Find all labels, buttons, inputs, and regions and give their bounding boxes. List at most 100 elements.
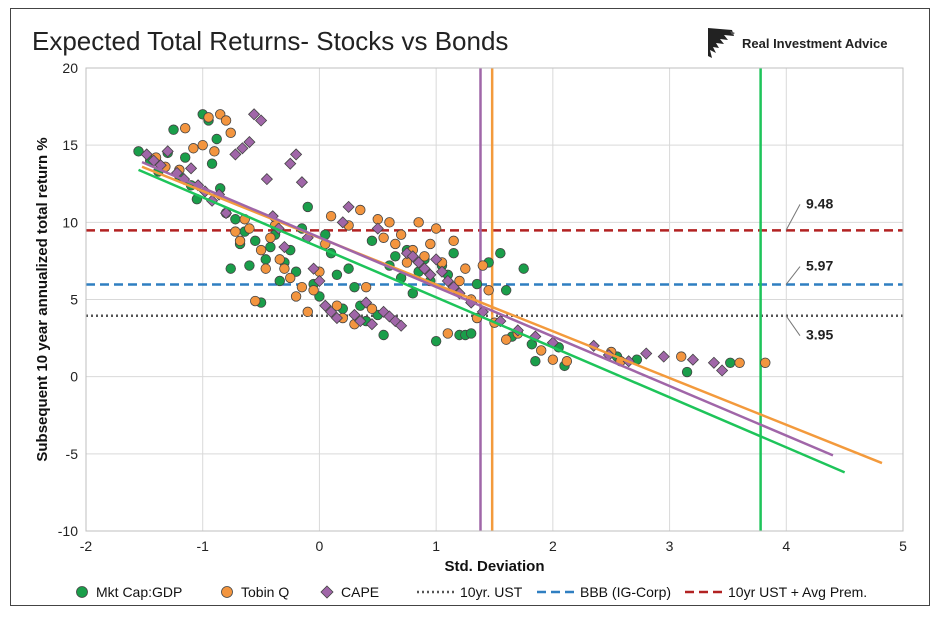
data-point (244, 260, 255, 271)
data-point (348, 308, 361, 321)
data-point (296, 281, 308, 293)
data-point (325, 210, 337, 222)
data-point (406, 250, 419, 263)
legend: Mkt Cap:GDP Tobin Q CAPE 10yr. UST BBB (IG-C… (76, 584, 867, 600)
data-point (448, 235, 459, 247)
data-point (248, 108, 261, 121)
data-point (430, 223, 442, 234)
y-tick-label: 20 (62, 60, 78, 76)
data-point (209, 146, 220, 157)
y-tick-label: 0 (70, 369, 78, 385)
data-point (308, 285, 319, 296)
data-point (244, 223, 255, 234)
data-point (378, 329, 389, 341)
data-point (390, 238, 401, 250)
x-tick-label: 5 (899, 538, 907, 554)
x-tick-label: 1 (432, 538, 440, 554)
data-point (188, 143, 199, 154)
data-point (530, 356, 541, 367)
data-point (197, 139, 208, 151)
data-point (313, 274, 326, 288)
data-point (419, 251, 430, 262)
y-tick-label: 5 (70, 292, 78, 308)
data-point (760, 357, 771, 368)
data-point (255, 114, 268, 127)
legend-label: Mkt Cap:GDP (96, 584, 182, 600)
data-point (278, 240, 291, 254)
data-point (371, 222, 384, 235)
data-point (290, 291, 302, 302)
data-point (285, 272, 296, 284)
data-point (250, 235, 261, 247)
legend-label: Tobin Q (241, 584, 289, 600)
data-point (384, 217, 395, 228)
data-point (265, 232, 276, 243)
gridlines (85, 67, 904, 532)
annotation-label: 9.48 (806, 195, 833, 211)
data-point (260, 173, 273, 186)
annotation-label: 3.95 (806, 327, 833, 343)
data-point (676, 351, 687, 362)
data-point (425, 238, 436, 250)
trendlines (138, 160, 883, 474)
data-point (360, 296, 373, 309)
data-point (255, 244, 267, 256)
data-point (336, 216, 349, 229)
data-point (243, 136, 256, 149)
data-point (236, 142, 249, 155)
data-point (234, 235, 246, 247)
data-point (133, 146, 144, 157)
x-axis-title: Std. Deviation (444, 558, 544, 575)
legend-label: 10yr UST + Avg Prem. (728, 584, 867, 600)
data-point (483, 285, 494, 296)
legend-label: CAPE (341, 584, 379, 600)
data-point (203, 112, 214, 123)
x-tick-label: 4 (782, 538, 790, 554)
data-point (681, 366, 693, 378)
data-point (640, 347, 653, 360)
data-point (225, 263, 236, 274)
x-tick-label: -1 (196, 538, 209, 554)
data-point (140, 148, 153, 161)
data-point (448, 247, 459, 259)
data-point (302, 201, 313, 213)
data-point (395, 319, 408, 332)
brand-name: Real Investment Advice (742, 35, 888, 51)
data-point (354, 315, 367, 328)
data-point (168, 124, 179, 135)
data-point (734, 357, 745, 368)
data-point (206, 158, 218, 169)
plot-area (85, 67, 904, 532)
brand-logo: Real Investment Advice (706, 26, 887, 60)
data-point (295, 176, 308, 189)
data-point (378, 232, 389, 243)
annotation-leader (785, 266, 801, 285)
data-point (260, 254, 271, 265)
trendline (141, 160, 834, 457)
data-point (716, 364, 729, 377)
data-point (219, 207, 233, 220)
data-point (355, 204, 366, 216)
data-point (395, 229, 407, 240)
trendline (138, 168, 846, 474)
data-point (290, 148, 303, 161)
data-point (535, 345, 547, 356)
legend-marker (76, 586, 88, 598)
annotation-label: 5.97 (806, 258, 833, 274)
data-point (366, 303, 378, 314)
data-point (211, 133, 222, 145)
annotation-leader (785, 204, 801, 231)
y-tick-label: 10 (62, 214, 78, 230)
data-point (230, 214, 241, 225)
data-point (412, 256, 425, 269)
x-tick-label: 0 (316, 538, 324, 554)
data-point (265, 241, 276, 253)
data-point (365, 318, 379, 331)
legend-marker (221, 586, 233, 598)
chart-title: Expected Total Returns- Stocks vs Bonds (32, 26, 509, 56)
data-point (424, 268, 437, 281)
trendline (141, 165, 883, 465)
data-point (180, 122, 191, 134)
